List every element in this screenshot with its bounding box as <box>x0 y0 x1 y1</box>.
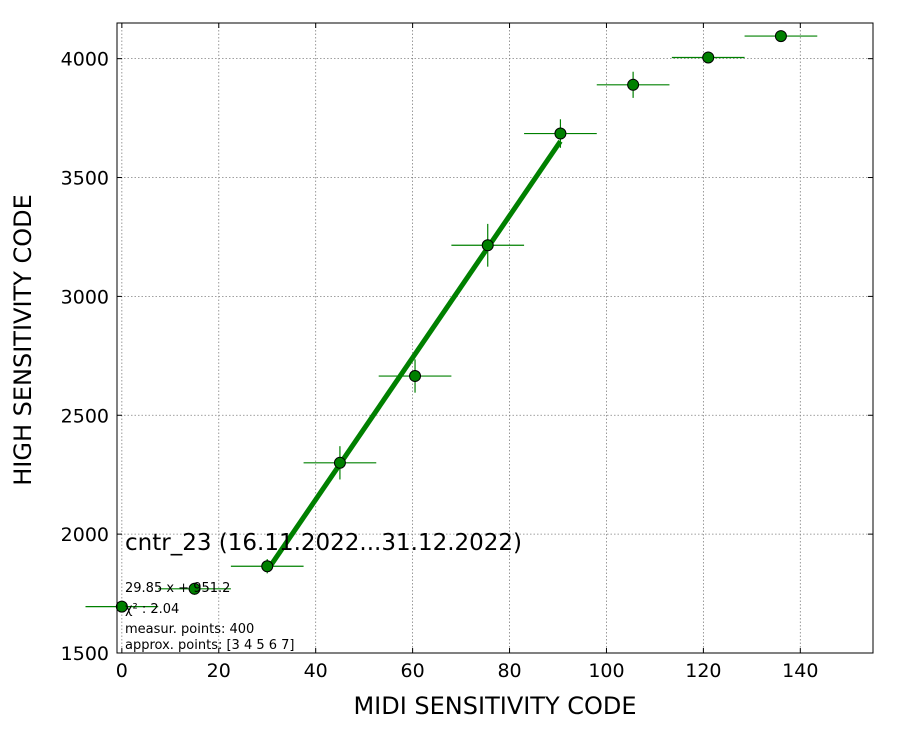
x-tick-label: 80 <box>497 660 521 682</box>
data-point <box>188 582 201 595</box>
y-tick-label: 1500 <box>61 643 109 665</box>
fit-line <box>265 139 563 572</box>
data-point <box>261 560 274 573</box>
y-tick-label: 3500 <box>61 168 109 190</box>
fit-line-group <box>265 139 563 572</box>
data-point <box>333 456 346 469</box>
grid-lines <box>117 23 873 654</box>
annotation-chi2: χ² : 2.04 <box>125 602 179 617</box>
annotation-fit-equation: 29.85 x + 951.2 <box>125 581 230 596</box>
y-tick-labels: 1500 2000 2500 3000 3500 4000 <box>61 49 109 665</box>
x-tick-label: 20 <box>207 660 231 682</box>
x-tick-label: 140 <box>782 660 818 682</box>
x-tick-label: 40 <box>304 660 328 682</box>
y-tick-label: 2500 <box>61 405 109 427</box>
data-point <box>115 600 128 613</box>
y-tick-label: 4000 <box>61 49 109 71</box>
y-tick-label: 2000 <box>61 524 109 546</box>
y-tick-label: 3000 <box>61 286 109 308</box>
annotation-measur-points: measur. points: 400 <box>125 622 254 637</box>
axis-ticks <box>117 23 873 654</box>
data-point <box>702 51 715 64</box>
data-point <box>774 30 787 43</box>
data-point <box>409 370 422 383</box>
annotation-title: cntr_23 (16.11.2022...31.12.2022) <box>125 530 522 556</box>
x-tick-label: 60 <box>401 660 425 682</box>
y-axis-title: HIGH SENSITIVITY CODE <box>9 194 37 486</box>
annotation-approx-points: approx. points: [3 4 5 6 7] <box>125 638 295 653</box>
x-tick-label: 100 <box>588 660 624 682</box>
x-tick-label: 0 <box>116 660 128 682</box>
data-point <box>627 78 640 91</box>
data-point <box>481 239 494 252</box>
x-axis-title: MIDI SENSITIVITY CODE <box>353 692 636 720</box>
data-point <box>554 127 567 140</box>
plot-frame <box>116 22 874 654</box>
x-tick-labels: 0 20 40 60 80 100 120 140 <box>116 660 819 682</box>
x-tick-label: 120 <box>685 660 721 682</box>
errorbars <box>85 33 818 612</box>
data-points <box>115 30 787 613</box>
